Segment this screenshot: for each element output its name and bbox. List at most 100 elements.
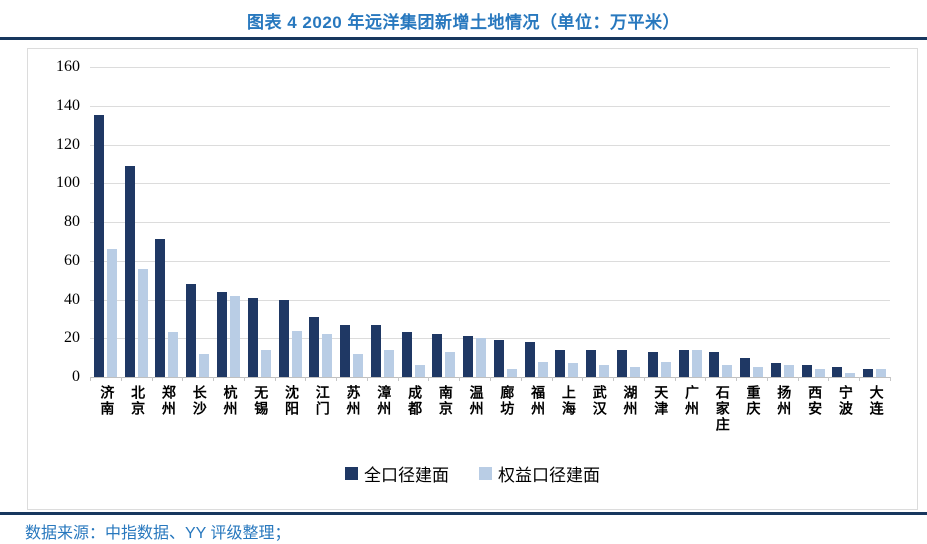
x-axis-tick xyxy=(890,377,891,381)
x-axis-tick xyxy=(213,377,215,381)
x-axis-label: 湖州 xyxy=(621,385,637,417)
bar-equity xyxy=(168,332,179,377)
x-axis-tick xyxy=(766,377,768,381)
bar-full xyxy=(278,299,289,377)
x-axis-label: 漳州 xyxy=(375,385,391,417)
x-axis-label: 宁波 xyxy=(836,385,852,417)
bar-equity xyxy=(291,330,302,377)
x-axis-label: 上海 xyxy=(559,385,575,417)
bottom-divider-rule xyxy=(0,512,927,515)
legend-swatch-light xyxy=(479,467,492,480)
bar-full xyxy=(678,349,689,377)
x-axis-label: 廊坊 xyxy=(498,385,514,417)
y-axis-tick-label: 140 xyxy=(56,96,80,114)
bar-full xyxy=(309,316,320,377)
bar-full xyxy=(616,349,627,377)
bar-equity xyxy=(599,365,610,377)
x-axis-tick xyxy=(428,377,430,381)
bar-equity xyxy=(353,353,364,377)
bar-equity xyxy=(691,349,702,377)
y-axis-tick-label: 120 xyxy=(56,135,80,153)
x-axis-tick xyxy=(336,377,338,381)
bar-full xyxy=(401,332,412,377)
gridline xyxy=(90,105,890,107)
bar-full xyxy=(801,365,812,377)
legend-label: 全口径建面 xyxy=(364,466,449,485)
x-axis-label: 石家庄 xyxy=(713,385,729,433)
x-axis-tick xyxy=(397,377,399,381)
x-axis-tick xyxy=(305,377,307,381)
bar-equity xyxy=(106,249,117,377)
bar-equity xyxy=(414,365,425,377)
y-axis-tick-label: 160 xyxy=(56,58,80,75)
x-axis-tick xyxy=(366,377,368,381)
gridline xyxy=(90,299,890,301)
bar-full xyxy=(493,340,504,377)
x-axis-label: 无锡 xyxy=(252,385,268,417)
bar-full xyxy=(709,351,720,377)
chart-frame: 全口径建面 权益口径建面 0 20 40 60 80 100 120 140 160 济南 北京 郑州长… xyxy=(27,48,918,510)
bar-full xyxy=(770,363,781,377)
bar-equity xyxy=(137,268,148,377)
x-axis-tick xyxy=(551,377,553,381)
gridline xyxy=(90,67,890,68)
y-axis-tick-label: 0 xyxy=(72,368,80,385)
bar-equity xyxy=(506,369,517,377)
gridline xyxy=(90,338,890,340)
bar-equity xyxy=(876,369,887,377)
y-axis-tick-label: 40 xyxy=(64,290,80,308)
x-axis-tick xyxy=(582,377,584,381)
x-axis-tick xyxy=(520,377,522,381)
bar-full xyxy=(432,334,443,377)
bar-equity xyxy=(199,353,210,377)
bar-full xyxy=(247,297,258,377)
bar-full xyxy=(370,324,381,377)
x-axis-label: 温州 xyxy=(467,385,483,417)
legend-item: 权益口径建面 xyxy=(479,461,600,486)
x-axis-tick xyxy=(613,377,615,381)
bar-equity xyxy=(260,349,271,377)
bar-full xyxy=(832,367,843,377)
x-axis-tick xyxy=(90,377,91,381)
top-divider-rule xyxy=(0,37,927,40)
x-axis-tick xyxy=(705,377,707,381)
x-axis-tick xyxy=(859,377,861,381)
y-axis-tick-label: 20 xyxy=(64,329,80,347)
x-axis-tick xyxy=(274,377,276,381)
x-axis-tick xyxy=(120,377,122,381)
x-axis-label: 广州 xyxy=(683,385,698,417)
x-axis-label: 西安 xyxy=(806,385,822,417)
bar-equity xyxy=(537,361,548,377)
x-axis-tick xyxy=(490,377,491,381)
bar-full xyxy=(216,291,227,377)
bar-equity xyxy=(445,351,456,377)
bar-full xyxy=(93,115,104,377)
x-axis-label: 济南 xyxy=(98,385,114,417)
x-axis-label: 苏州 xyxy=(344,385,360,417)
bar-equity xyxy=(660,361,671,377)
legend-item: 全口径建面 xyxy=(345,461,449,486)
bar-full xyxy=(155,239,166,377)
x-axis-label: 成都 xyxy=(406,385,422,417)
x-axis-tick xyxy=(674,377,676,381)
bar-equity xyxy=(383,349,394,377)
bar-equity xyxy=(476,338,487,377)
x-axis-label: 长沙 xyxy=(190,385,206,417)
bar-equity xyxy=(629,367,640,377)
x-axis-label: 北京 xyxy=(129,385,145,417)
x-axis-label: 重庆 xyxy=(744,385,760,417)
x-axis-tick xyxy=(643,377,645,381)
gridline xyxy=(90,260,890,262)
data-source-note: 数据来源：中指数据、YY 评级整理； xyxy=(25,525,291,542)
gridline xyxy=(90,183,890,185)
y-axis-tick-label: 80 xyxy=(64,213,80,230)
x-axis-label: 大连 xyxy=(867,385,883,417)
x-axis-label: 武汉 xyxy=(590,385,606,417)
bar-equity xyxy=(722,365,733,377)
bar-full xyxy=(463,336,474,377)
gridline xyxy=(90,222,890,223)
bar-full xyxy=(863,369,874,377)
x-axis-tick xyxy=(828,377,830,381)
legend-swatch-dark xyxy=(345,467,358,480)
x-axis-label: 沈阳 xyxy=(283,385,298,417)
